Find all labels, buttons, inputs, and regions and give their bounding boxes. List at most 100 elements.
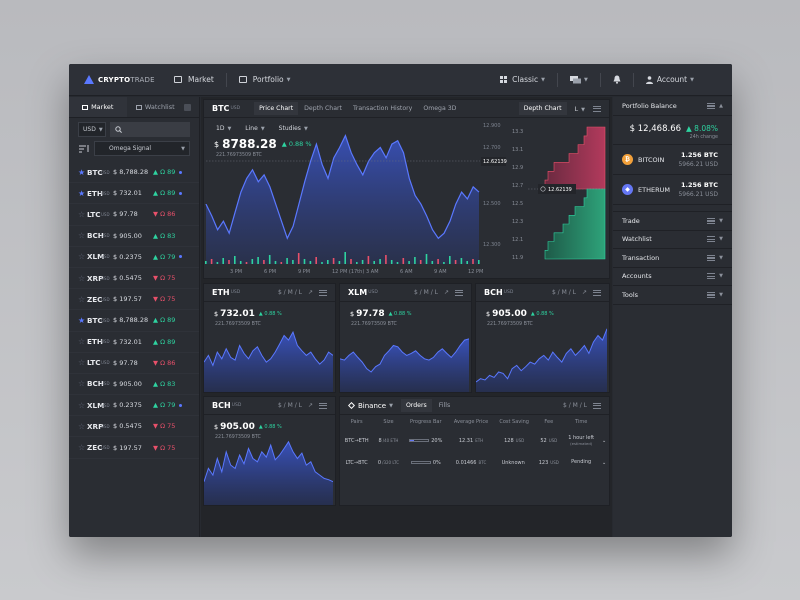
studies-select[interactable]: Studies ▼ bbox=[279, 125, 308, 132]
tab-fills[interactable]: Fills bbox=[438, 402, 451, 409]
tab-transaction-history[interactable]: Transaction History bbox=[352, 105, 413, 112]
coin-row[interactable]: ☆ ZEC USD $ 197.57 ▼ Ω 75 bbox=[69, 289, 199, 311]
coin-row[interactable]: ☆ XRP USD $ 0.5475 ▼ Ω 75 bbox=[69, 416, 199, 438]
nav-market[interactable]: Market bbox=[174, 75, 214, 84]
currency-select[interactable]: USD ▼ bbox=[78, 122, 106, 137]
coin-row[interactable]: ☆ ZEC USD $ 197.57 ▼ Ω 75 bbox=[69, 437, 199, 459]
tab-omega-3d[interactable]: Omega 3D bbox=[423, 105, 457, 112]
tab-market[interactable]: Market bbox=[69, 97, 127, 117]
chart-type-select[interactable]: Line ▼ bbox=[245, 125, 264, 132]
tab-watchlist[interactable]: Watchlist bbox=[127, 103, 185, 111]
star-icon[interactable]: ☆ bbox=[78, 273, 86, 283]
star-icon[interactable]: ☆ bbox=[78, 443, 86, 453]
tab-price-chart[interactable]: Price Chart bbox=[254, 102, 299, 115]
mini-chart[interactable] bbox=[476, 322, 607, 392]
chevron-down-icon[interactable]: ▼ bbox=[719, 273, 723, 280]
panel-menu-icon[interactable] bbox=[593, 289, 601, 296]
star-icon[interactable]: ☆ bbox=[78, 400, 86, 410]
coin-row[interactable]: ☆ XLM USD $ 0.2375 ▲ Ω 79 bbox=[69, 247, 199, 268]
chevron-up-icon[interactable]: ▲ bbox=[719, 103, 723, 109]
star-icon[interactable]: ★ bbox=[78, 167, 86, 177]
coin-row[interactable]: ★ BTC USD $ 8,788.28 ▲ Ω 89 bbox=[69, 162, 199, 184]
star-icon[interactable]: ☆ bbox=[78, 231, 86, 241]
panel-menu-icon[interactable] bbox=[707, 217, 716, 224]
collapse-sidebar-icon[interactable] bbox=[184, 103, 191, 111]
star-icon[interactable]: ☆ bbox=[78, 358, 86, 368]
tab-depth-chart[interactable]: Depth Chart bbox=[304, 105, 342, 112]
coin-row[interactable]: ☆ LTC USD $ 97.78 ▼ Ω 86 bbox=[69, 204, 199, 226]
search-input[interactable] bbox=[110, 122, 190, 137]
logo[interactable]: CRYPTO TRADE bbox=[84, 75, 164, 84]
price-chart[interactable]: 12.900 12.700 12.62139 12.500 12.300 3 PM 6 PM… bbox=[204, 119, 510, 279]
exchange-select[interactable]: Binance bbox=[358, 401, 387, 410]
star-icon[interactable]: ☆ bbox=[78, 379, 86, 389]
panel-menu-icon[interactable] bbox=[707, 236, 716, 243]
portfolio-coin-row[interactable]: ₿ BITCOIN 1.256 BTC 5966.21 USD bbox=[613, 145, 732, 175]
section-trade[interactable]: Trade ▼ bbox=[613, 212, 732, 231]
scale-toggle[interactable]: $ / M / L bbox=[413, 289, 438, 296]
chevron-down-icon[interactable]: ▼ bbox=[719, 217, 723, 224]
coin-row[interactable]: ☆ XLM USD $ 0.2375 ▲ Ω 79 bbox=[69, 395, 199, 417]
depth-level-select[interactable]: L ▼ bbox=[575, 105, 585, 113]
account-menu[interactable]: Account ▼ bbox=[645, 75, 694, 84]
section-accounts[interactable]: Accounts ▼ bbox=[613, 268, 732, 286]
panel-menu-icon[interactable] bbox=[707, 291, 716, 298]
coin-row[interactable]: ☆ ETH USD $ 732.01 ▲ Ω 89 bbox=[69, 332, 199, 353]
star-icon[interactable]: ★ bbox=[78, 315, 86, 325]
chevron-down-icon[interactable]: ▼ bbox=[719, 291, 723, 298]
panel-menu-icon[interactable] bbox=[319, 402, 327, 409]
panel-menu-icon[interactable] bbox=[707, 254, 716, 261]
mini-chart[interactable] bbox=[340, 322, 469, 392]
star-icon[interactable]: ☆ bbox=[78, 337, 86, 347]
coin-row[interactable]: ☆ LTC USD $ 97.78 ▼ Ω 86 bbox=[69, 353, 199, 374]
scale-toggle[interactable]: $ / M / L bbox=[551, 289, 576, 296]
order-row[interactable]: LTC→BTC 0/320 LTC 0% 0.01466 BTC Unknown 123 US… bbox=[340, 453, 609, 473]
expand-icon[interactable]: ↗ bbox=[307, 289, 313, 296]
volume-bar bbox=[390, 260, 393, 264]
section-transaction[interactable]: Transaction ▼ bbox=[613, 249, 732, 268]
coin-row[interactable]: ☆ BCH USD $ 905.00 ▲ Ω 83 bbox=[69, 226, 199, 247]
portfolio-coin-row[interactable]: ◆ ETHERUM 1.256 BTC 5966.21 USD bbox=[613, 175, 732, 205]
star-icon[interactable]: ☆ bbox=[78, 252, 86, 262]
depth-chart-title[interactable]: Depth Chart bbox=[518, 102, 567, 115]
mini-chart[interactable] bbox=[204, 435, 333, 505]
expand-icon[interactable]: ↗ bbox=[307, 402, 313, 409]
order-row[interactable]: BTC→ETH 8/40 ETH 20% 12.31 ETH 128 USD 52 USD 1 h… bbox=[340, 429, 609, 453]
panel-menu-icon[interactable] bbox=[593, 105, 601, 112]
star-icon[interactable]: ☆ bbox=[78, 421, 86, 431]
bell-icon[interactable] bbox=[613, 75, 621, 84]
row-chevron-icon[interactable]: ⌄ bbox=[601, 459, 607, 466]
scale-toggle[interactable]: $ / M / L bbox=[562, 402, 587, 409]
coin-row[interactable]: ★ BTC USD $ 8,788.28 ▲ Ω 89 bbox=[69, 310, 199, 332]
coin-row[interactable]: ★ ETH USD $ 732.01 ▲ Ω 89 bbox=[69, 183, 199, 205]
chevron-down-icon[interactable]: ▼ bbox=[719, 254, 723, 261]
expand-icon[interactable]: ↗ bbox=[581, 289, 587, 296]
panel-menu-icon[interactable] bbox=[455, 289, 463, 296]
chevron-down-icon[interactable]: ▼ bbox=[719, 236, 723, 243]
panel-menu-icon[interactable] bbox=[319, 289, 327, 296]
mini-chart[interactable] bbox=[204, 322, 333, 392]
tab-orders[interactable]: Orders bbox=[400, 399, 432, 412]
coin-change-value: 75 bbox=[167, 443, 176, 452]
nav-portfolio[interactable]: Portfolio ▼ bbox=[238, 75, 291, 84]
section-watchlist[interactable]: Watchlist ▼ bbox=[613, 231, 732, 249]
panel-menu-icon[interactable] bbox=[707, 103, 716, 109]
scale-toggle[interactable]: $ / M / L bbox=[277, 402, 302, 409]
panel-menu-icon[interactable] bbox=[593, 402, 601, 409]
section-tools[interactable]: Tools ▼ bbox=[613, 286, 732, 305]
star-icon[interactable]: ☆ bbox=[78, 294, 86, 304]
chat-button[interactable]: ▼ bbox=[569, 75, 588, 84]
star-icon[interactable]: ★ bbox=[78, 188, 86, 198]
star-icon[interactable]: ☆ bbox=[78, 209, 86, 219]
layout-select[interactable]: Classic ▼ bbox=[500, 75, 545, 84]
panel-menu-icon[interactable] bbox=[707, 273, 716, 280]
coin-row[interactable]: ☆ XRP USD $ 0.5475 ▼ Ω 75 bbox=[69, 268, 199, 290]
interval-select[interactable]: 1D ▼ bbox=[216, 125, 231, 132]
expand-icon[interactable]: ↗ bbox=[443, 289, 449, 296]
row-chevron-icon[interactable]: ⌄ bbox=[601, 437, 607, 444]
sort-icon[interactable] bbox=[78, 141, 90, 156]
depth-chart[interactable]: 13.3 13.1 12.9 12.7 12.5 12.3 12.1 11.9 12.62139 bbox=[510, 119, 610, 279]
coin-row[interactable]: ☆ BCH USD $ 905.00 ▲ Ω 83 bbox=[69, 374, 199, 396]
signal-select[interactable]: Omega Signal ▼ bbox=[94, 141, 190, 156]
scale-toggle[interactable]: $ / M / L bbox=[277, 289, 302, 296]
